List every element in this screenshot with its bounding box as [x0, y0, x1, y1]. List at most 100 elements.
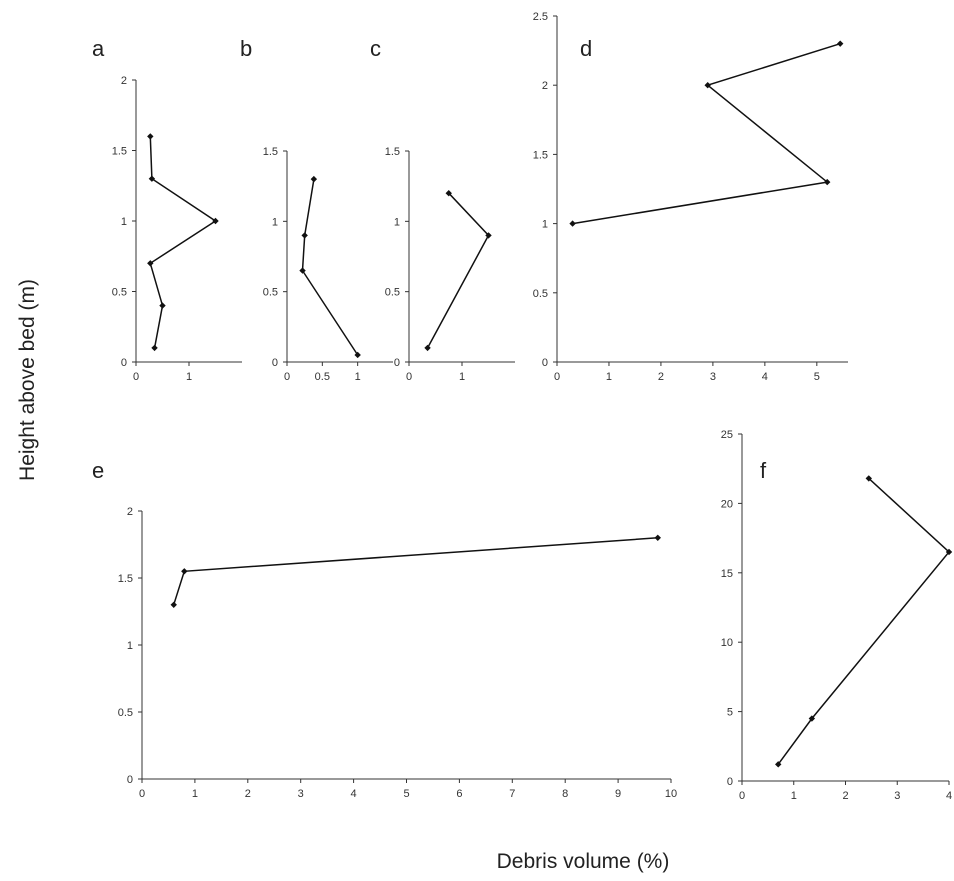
y-tick-label-a: 0: [121, 357, 127, 369]
x-tick-label-a: 0: [133, 371, 139, 383]
panel-letter-a: a: [92, 36, 105, 61]
y-tick-label-d: 1: [542, 219, 548, 231]
y-tick-label-d: 2: [542, 80, 548, 92]
y-tick-label-e: 0: [127, 774, 133, 786]
data-point-e: [181, 568, 188, 575]
y-tick-label-c: 0.5: [385, 287, 400, 299]
data-point-d: [837, 40, 844, 47]
y-tick-label-b: 0: [272, 357, 278, 369]
series-line-e: [172, 537, 658, 606]
x-tick-label-d: 0: [554, 371, 560, 383]
panel-letter-c: c: [370, 36, 381, 61]
data-point-a: [159, 302, 166, 309]
series-line-d: [572, 42, 841, 225]
panel-letter-b: b: [240, 36, 252, 61]
x-tick-label-e: 8: [562, 788, 568, 800]
y-tick-label-f: 5: [727, 707, 733, 719]
y-tick-label-f: 0: [727, 776, 733, 788]
data-point-d: [704, 82, 711, 89]
y-tick-label-a: 0.5: [112, 287, 127, 299]
data-point-f: [808, 715, 816, 722]
data-point-e: [654, 534, 661, 541]
y-tick-label-c: 0: [394, 357, 400, 369]
data-point-a: [151, 344, 158, 352]
y-tick-label-a: 1: [121, 216, 127, 228]
panel-c: c 0 1 0 0.5 1 1.5: [370, 36, 515, 383]
x-tick-label-f: 3: [894, 790, 900, 802]
x-tick-label-e: 3: [298, 788, 304, 800]
x-tick-label-c: 0: [406, 371, 412, 383]
panel-a: a 0 1 0 0.5 1 1.5 2: [92, 36, 242, 383]
data-point-a: [148, 175, 156, 182]
data-point-b: [301, 232, 308, 239]
y-axis-title: Height above bed (m): [16, 279, 39, 481]
data-point-f: [775, 761, 782, 768]
x-tick-label-d: 1: [606, 371, 612, 383]
series-line-f: [777, 477, 951, 765]
data-point-e: [170, 601, 177, 608]
x-tick-label-c: 1: [459, 371, 465, 383]
y-tick-label-e: 2: [127, 506, 133, 518]
panel-b: b 0 0.5 1 0 0.5 1 1.5: [240, 36, 393, 383]
y-tick-label-d: 1.5: [533, 149, 548, 161]
x-tick-label-e: 6: [456, 788, 462, 800]
y-tick-label-f: 15: [721, 568, 733, 580]
x-tick-label-f: 0: [739, 790, 745, 802]
y-tick-label-d: 0.5: [533, 288, 548, 300]
x-tick-label-e: 1: [192, 788, 198, 800]
data-point-d: [569, 220, 576, 227]
y-tick-label-c: 1.5: [385, 146, 400, 158]
panel-e: e 0 1 2 3 4 5 6 7 8 9 10 0 0.5 1 1.5 2: [92, 458, 677, 800]
y-tick-label-a: 1.5: [112, 146, 127, 158]
y-tick-label-e: 0.5: [118, 707, 133, 719]
x-tick-label-e: 2: [245, 788, 251, 800]
y-tick-label-b: 1: [272, 216, 278, 228]
y-tick-label-e: 1: [127, 640, 133, 652]
panel-letter-e: e: [92, 458, 104, 483]
y-tick-label-f: 20: [721, 498, 733, 510]
x-tick-label-e: 10: [665, 788, 677, 800]
y-tick-label-b: 0.5: [263, 287, 278, 299]
x-tick-label-e: 7: [509, 788, 515, 800]
y-tick-label-f: 25: [721, 429, 733, 441]
data-point-c: [445, 190, 452, 197]
data-point-a: [147, 133, 154, 140]
data-point-d: [824, 178, 831, 186]
panel-letter-f: f: [760, 458, 767, 483]
x-tick-label-d: 4: [762, 371, 768, 383]
data-point-f: [945, 548, 953, 556]
data-point-a: [147, 260, 154, 267]
series-line-b: [301, 178, 359, 356]
series-line-a: [149, 136, 217, 349]
x-tick-label-b: 0: [284, 371, 290, 383]
x-tick-label-f: 1: [791, 790, 797, 802]
x-tick-label-f: 4: [946, 790, 952, 802]
data-point-b: [310, 175, 318, 183]
series-line-c: [426, 192, 490, 349]
data-point-b: [299, 267, 306, 274]
x-tick-label-b: 1: [355, 371, 361, 383]
x-tick-label-f: 2: [842, 790, 848, 802]
y-tick-label-d: 0: [542, 357, 548, 369]
x-tick-label-b: 0.5: [315, 371, 330, 383]
x-axis-title: Debris volume (%): [497, 850, 670, 873]
y-tick-label-e: 1.5: [118, 573, 133, 585]
y-tick-label-f: 10: [721, 637, 733, 649]
panel-d: d 0 1 2 3 4 5 0 0.5 1 1.5 2 2.5: [533, 11, 848, 383]
data-point-c: [424, 344, 431, 352]
data-point-a: [212, 217, 219, 225]
x-tick-label-e: 9: [615, 788, 621, 800]
x-tick-label-d: 3: [710, 371, 716, 383]
panel-letter-d: d: [580, 36, 592, 61]
data-point-b: [354, 351, 361, 359]
data-point-c: [485, 232, 492, 239]
y-tick-label-c: 1: [394, 216, 400, 228]
x-tick-label-e: 5: [403, 788, 409, 800]
x-tick-label-d: 5: [814, 371, 820, 383]
x-tick-label-e: 0: [139, 788, 145, 800]
y-tick-label-d: 2.5: [533, 11, 548, 23]
panel-f: f 0 1 2 3 4 0 5 10 15 20 25: [721, 429, 953, 802]
x-tick-label-d: 2: [658, 371, 664, 383]
